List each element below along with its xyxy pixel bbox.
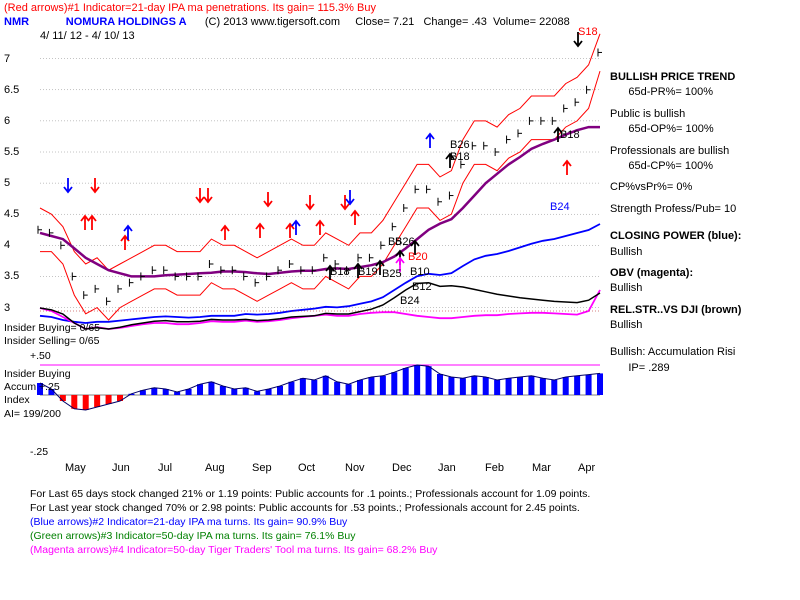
accum-title2: Accum +.25 <box>4 381 60 393</box>
accum-title3: Index <box>4 394 30 406</box>
indicator-panel: BULLISH PRICE TREND 65d-PR%= 100% Public… <box>610 70 795 382</box>
footer-1: For Last 65 days stock changed 21% or 1.… <box>30 488 590 500</box>
svg-text:B24: B24 <box>400 295 420 307</box>
footer-4: (Green arrows)#3 Indicator=50-day IPA ma… <box>30 530 355 542</box>
footer-5: (Magenta arrows)#4 Indicator=50-day Tige… <box>30 544 437 556</box>
svg-text:B18: B18 <box>450 151 470 163</box>
svg-text:B12: B12 <box>412 281 432 293</box>
svg-text:B10: B10 <box>410 266 430 278</box>
insider-buying-label: Insider Buying= 0/65 <box>4 322 100 334</box>
svg-text:B18: B18 <box>330 266 350 278</box>
ai-label: AI= 199/200 <box>4 408 61 420</box>
svg-text:B19: B19 <box>358 266 378 278</box>
svg-text:S18: S18 <box>578 26 598 38</box>
svg-text:B5: B5 <box>388 236 401 248</box>
footer-2: For Last year stock changed 70% or 2.98 … <box>30 502 580 514</box>
accum-p50-label: +.50 <box>30 350 51 362</box>
insider-selling-label: Insider Selling= 0/65 <box>4 335 99 347</box>
svg-text:B25: B25 <box>382 268 402 280</box>
accum-n25-label: -.25 <box>30 446 48 458</box>
accum-title1: Insider Buying <box>4 368 71 380</box>
svg-text:B24: B24 <box>550 201 570 213</box>
svg-text:B18: B18 <box>560 129 580 141</box>
footer-3: (Blue arrows)#2 Indicator=21-day IPA ma … <box>30 516 347 528</box>
svg-text:B20: B20 <box>408 251 428 263</box>
svg-text:B26: B26 <box>450 139 470 151</box>
